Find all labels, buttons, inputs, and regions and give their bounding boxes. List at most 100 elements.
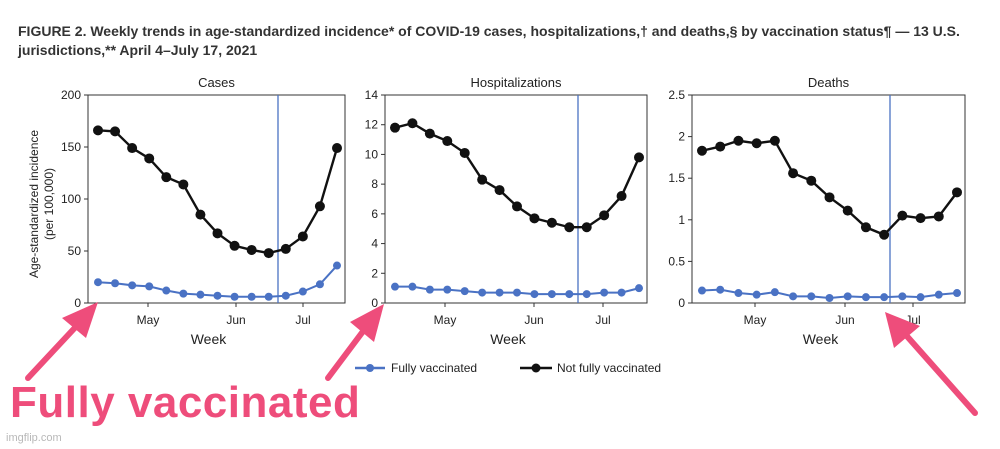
data-point-hospitalizations-not-fully-vaccinated [477,174,488,185]
data-point-cases-fully-vaccinated [111,279,120,288]
arrow-deaths-fully-vaccinated [885,312,978,416]
legend-marker-not-fully-vaccinated [531,363,541,373]
data-point-cases-fully-vaccinated [247,292,256,301]
data-point-hospitalizations-fully-vaccinated [513,288,521,297]
y-tick-label-deaths: 1.5 [668,171,685,185]
data-point-hospitalizations-fully-vaccinated [408,282,417,291]
plot-frame-deaths [691,94,966,304]
data-point-cases-fully-vaccinated [94,278,102,287]
data-point-hospitalizations-fully-vaccinated [547,290,556,299]
data-point-deaths-fully-vaccinated [916,293,925,302]
data-point-cases-fully-vaccinated [281,291,290,300]
data-point-hospitalizations-not-fully-vaccinated [390,122,400,133]
chart-title-deaths: Deaths [808,75,850,90]
data-point-hospitalizations-not-fully-vaccinated [494,185,505,196]
data-point-hospitalizations-not-fully-vaccinated [564,222,575,233]
arrow-hospitalizations-fully-vaccinated [325,304,384,381]
x-tick-label-deaths-may: May [744,313,767,327]
y-tick-label-deaths: 2.5 [668,88,685,102]
y-tick-label-cases: 50 [68,244,82,258]
data-point-deaths-fully-vaccinated [861,293,870,302]
data-point-deaths-fully-vaccinated [843,292,852,301]
data-point-hospitalizations-fully-vaccinated [495,288,504,297]
y-tick-label-hospitalizations: 8 [371,177,378,191]
data-point-hospitalizations-not-fully-vaccinated [459,147,470,158]
y-tick-label-deaths: 1 [678,213,685,227]
x-tick-label-cases-jul: Jul [295,313,310,327]
legend-label-not-fully-vaccinated: Not fully vaccinated [557,361,661,375]
data-point-cases-not-fully-vaccinated [314,201,325,212]
data-point-cases-fully-vaccinated [179,289,188,298]
data-point-cases-fully-vaccinated [230,292,239,301]
data-point-hospitalizations-fully-vaccinated [478,288,487,297]
data-point-deaths-not-fully-vaccinated [879,229,890,240]
data-point-cases-not-fully-vaccinated [263,248,274,259]
data-point-cases-fully-vaccinated [196,290,205,299]
data-point-deaths-not-fully-vaccinated [715,141,726,152]
data-point-deaths-not-fully-vaccinated [751,138,762,149]
annotation-arrows [25,302,978,416]
fully-vaccinated-annotation: Fully vaccinated [10,378,361,427]
data-point-cases-fully-vaccinated [162,286,171,295]
chart-title-hospitalizations: Hospitalizations [470,75,562,90]
figure-title-line2: jurisdictions,** April 4–July 17, 2021 [18,42,258,58]
data-point-cases-fully-vaccinated [145,282,154,291]
data-point-cases-not-fully-vaccinated [195,209,206,220]
chart-title-cases: Cases [198,75,235,90]
data-point-hospitalizations-fully-vaccinated [530,290,539,299]
x-tick-label-hospitalizations-may: May [434,313,457,327]
data-point-deaths-not-fully-vaccinated [733,135,744,146]
x-axis-label-cases: Week [191,331,228,347]
data-point-deaths-fully-vaccinated [752,290,761,299]
data-point-hospitalizations-not-fully-vaccinated [546,217,557,228]
y-tick-label-cases: 0 [74,296,81,310]
watermark: imgflip.com [6,432,62,444]
x-tick-label-hospitalizations-jul: Jul [595,313,610,327]
data-point-deaths-not-fully-vaccinated [697,145,707,156]
legend: Fully vaccinated Not fully vaccinated [355,361,661,375]
data-point-hospitalizations-not-fully-vaccinated [407,118,418,129]
y-tick-label-cases: 100 [61,192,81,206]
data-point-deaths-not-fully-vaccinated [915,213,926,224]
y-axis-label-cases: Age-standardized incidence [27,130,41,278]
data-point-deaths-fully-vaccinated [770,288,779,297]
data-point-hospitalizations-not-fully-vaccinated [599,210,610,221]
y-tick-label-hospitalizations: 0 [371,296,378,310]
data-point-hospitalizations-not-fully-vaccinated [581,222,592,233]
y-tick-label-hospitalizations: 14 [365,88,379,102]
data-point-deaths-fully-vaccinated [880,293,889,302]
data-point-cases-not-fully-vaccinated [178,179,189,190]
legend-marker-fully-vaccinated [366,364,374,372]
data-point-hospitalizations-fully-vaccinated [635,284,643,293]
y-axis-label-units-cases: (per 100,000) [42,168,56,240]
y-tick-label-cases: 150 [61,140,81,154]
data-point-deaths-fully-vaccinated [934,290,943,299]
data-point-deaths-not-fully-vaccinated [952,187,962,198]
y-tick-label-hospitalizations: 4 [371,237,378,251]
legend-label-fully-vaccinated: Fully vaccinated [391,361,477,375]
data-point-hospitalizations-not-fully-vaccinated [634,152,644,163]
data-point-hospitalizations-fully-vaccinated [391,282,399,291]
x-tick-label-hospitalizations-jun: Jun [524,313,543,327]
y-tick-label-hospitalizations: 12 [365,118,379,132]
data-point-deaths-fully-vaccinated [734,289,743,298]
plot-frame-hospitalizations [384,94,648,304]
chart-hospitalizations: Hospitalizations 0 2 4 6 8 10 12 14 May Jun Jul Week [365,75,648,347]
data-point-hospitalizations-fully-vaccinated [600,288,609,297]
data-point-deaths-fully-vaccinated [825,294,834,303]
data-point-deaths-not-fully-vaccinated [824,192,835,203]
data-point-deaths-not-fully-vaccinated [769,135,780,146]
data-point-cases-not-fully-vaccinated [229,240,240,251]
figure-title-line1: FIGURE 2. Weekly trends in age-standardi… [18,23,960,39]
data-point-deaths-not-fully-vaccinated [933,211,944,222]
plot-frame-cases [87,94,346,304]
data-point-cases-not-fully-vaccinated [144,153,155,164]
x-tick-label-cases-jun: Jun [226,313,245,327]
data-point-cases-fully-vaccinated [333,261,341,270]
data-point-deaths-not-fully-vaccinated [806,175,817,186]
data-point-deaths-fully-vaccinated [807,292,816,301]
data-point-cases-fully-vaccinated [264,292,273,301]
data-point-hospitalizations-fully-vaccinated [565,290,574,299]
